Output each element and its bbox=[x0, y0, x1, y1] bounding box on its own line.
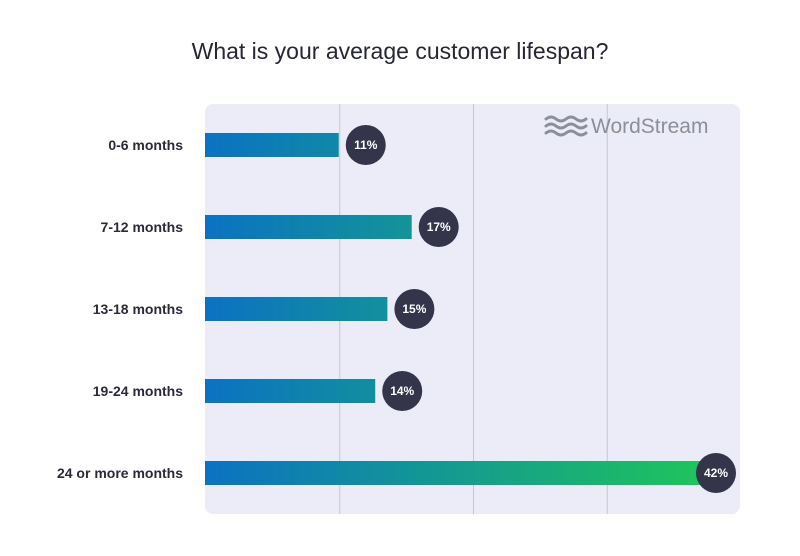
brand-name: WordStream bbox=[591, 115, 708, 138]
data-label-badge bbox=[345, 125, 386, 165]
wordstream-logo: WordStream bbox=[544, 115, 708, 138]
bar bbox=[205, 215, 412, 239]
data-label: 11% bbox=[354, 138, 378, 152]
plot-panel bbox=[205, 104, 740, 514]
data-label-badge bbox=[418, 207, 459, 247]
data-label: 17% bbox=[427, 220, 451, 234]
data-label-badge bbox=[382, 371, 423, 411]
bars: 0-6 months 11% 7-12 months 17% 13-18 months 1… bbox=[57, 125, 736, 493]
data-label-badge bbox=[696, 453, 736, 493]
data-label-badge bbox=[394, 289, 435, 329]
data-label: 42% bbox=[704, 466, 728, 480]
category-label: 7-12 months bbox=[101, 219, 184, 235]
data-label: 14% bbox=[390, 384, 414, 398]
wave-icon bbox=[544, 115, 588, 137]
bar bbox=[205, 461, 716, 485]
bar bbox=[205, 297, 388, 321]
bar bbox=[205, 379, 376, 403]
category-label: 19-24 months bbox=[93, 383, 183, 399]
chart-title: What is your average customer lifespan? bbox=[191, 38, 609, 64]
category-label: 24 or more months bbox=[57, 465, 183, 481]
category-label: 13-18 months bbox=[93, 301, 183, 317]
bar bbox=[205, 133, 339, 157]
data-label: 15% bbox=[402, 302, 426, 316]
category-label: 0-6 months bbox=[108, 137, 183, 153]
